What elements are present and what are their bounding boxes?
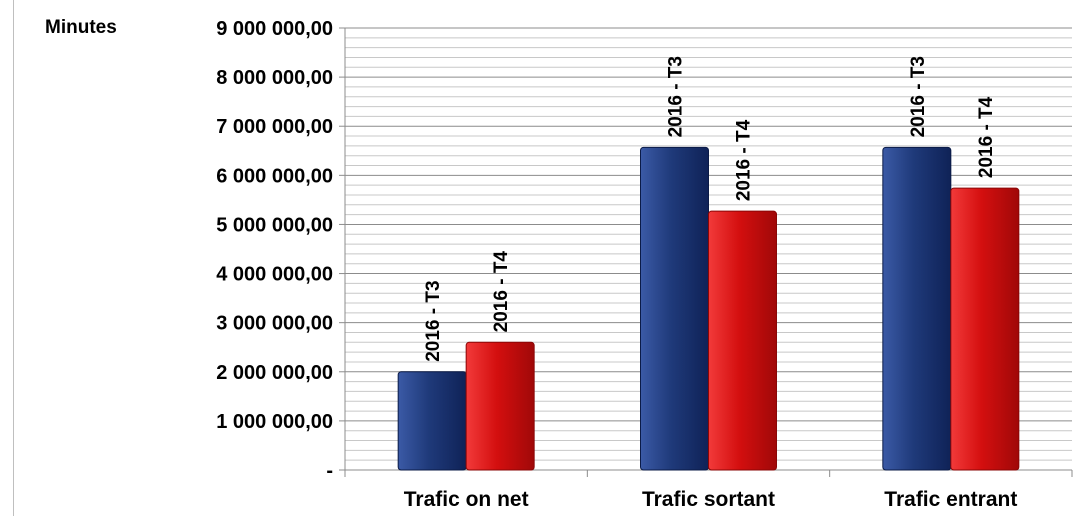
bars bbox=[397, 146, 1020, 471]
data-label: 2016 - T4 bbox=[491, 251, 512, 333]
y-tick-label: 6 000 000,00 bbox=[216, 165, 333, 187]
y-axis-title: Minutes bbox=[45, 17, 117, 38]
bar-t3 bbox=[640, 146, 709, 471]
data-label: 2016 - T4 bbox=[976, 96, 997, 178]
y-tick-label: 5 000 000,00 bbox=[216, 214, 333, 236]
y-tick-label: 1 000 000,00 bbox=[216, 411, 333, 433]
bar-t4 bbox=[708, 210, 777, 471]
left-border-line bbox=[13, 0, 14, 516]
axes bbox=[339, 27, 1073, 477]
y-tick-label: 9 000 000,00 bbox=[216, 18, 333, 40]
y-tick-label: 2 000 000,00 bbox=[216, 362, 333, 384]
bar-t3 bbox=[397, 371, 467, 471]
data-label: 2016 - T3 bbox=[666, 56, 687, 137]
labels: - 1 000 000,00 2 000 000,00 3 000 000,00 4 0… bbox=[216, 18, 1017, 511]
data-label: 2016 - T3 bbox=[423, 280, 444, 361]
y-tick-label: 4 000 000,00 bbox=[216, 264, 333, 286]
y-tick-label: - bbox=[326, 460, 333, 482]
y-tick-label: 8 000 000,00 bbox=[216, 67, 333, 89]
x-category-label: Trafic on net bbox=[404, 488, 529, 511]
bar-t3 bbox=[882, 146, 952, 471]
x-category-label: Trafic sortant bbox=[642, 488, 775, 511]
data-label: 2016 - T4 bbox=[734, 119, 755, 201]
x-category-label: Trafic entrant bbox=[884, 488, 1017, 511]
bar-t4 bbox=[950, 187, 1020, 471]
data-label: 2016 - T3 bbox=[908, 56, 929, 137]
bar-t4 bbox=[465, 341, 535, 471]
y-tick-label: 7 000 000,00 bbox=[216, 116, 333, 138]
y-tick-label: 3 000 000,00 bbox=[216, 313, 333, 335]
